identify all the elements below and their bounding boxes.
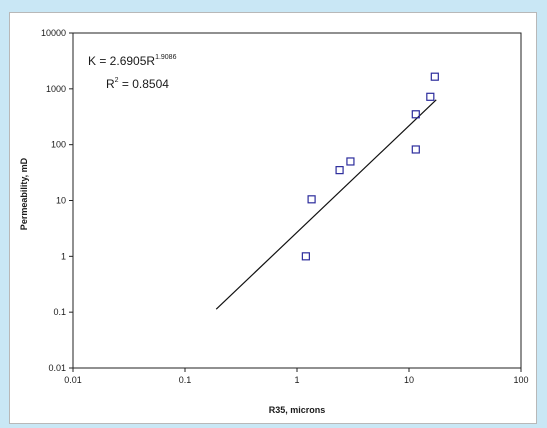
equation-annotation: K = 2.6905R1.9086 [88,54,177,68]
y-axis-title: Permeability, mD [19,157,29,230]
r2-value: = 0.8504 [119,77,170,91]
data-point [346,157,355,166]
x-tick-label: 1 [294,375,299,385]
data-point [301,252,310,261]
x-tick-label: 10 [404,375,414,385]
equation-main: K = 2.6905R [88,54,155,68]
x-tick-label: 0.1 [179,375,192,385]
y-tick-label: 0.1 [53,307,66,317]
data-point [411,110,420,119]
tick-label-layer: 0.01 0.1 1 10 100 0.01 0.1 1 10 100 1000 10000 [41,28,529,385]
r2-superscript: 2 [115,77,119,84]
r2-annotation: R2 = 0.8504 [106,77,169,91]
y-tick-label: 1 [61,251,66,261]
chart-panel: 0.01 0.1 1 10 100 0.01 0.1 1 10 100 1000 10000 K = … [9,12,537,424]
data-point [307,195,316,204]
power-trendline [215,99,437,310]
data-point [411,145,420,154]
plot-layer [69,32,522,372]
data-point [426,92,435,101]
x-tick-label: 100 [513,375,528,385]
y-tick-label: 10000 [41,28,66,38]
y-tick-label: 1000 [46,84,66,94]
r2-prefix: R [106,77,115,91]
point-layer [301,72,439,261]
y-tick-label: 0.01 [48,363,66,373]
y-tick-label: 10 [56,196,66,206]
x-axis-title: R35, microns [269,405,326,415]
equation-exponent: 1.9086 [155,54,177,61]
y-tick-label: 100 [51,140,66,150]
trendline-layer [215,99,437,310]
data-point [335,166,344,175]
data-point [430,72,439,81]
x-tick-label: 0.01 [64,375,82,385]
scatter-chart: 0.01 0.1 1 10 100 0.01 0.1 1 10 100 1000 10000 K = … [19,28,529,415]
